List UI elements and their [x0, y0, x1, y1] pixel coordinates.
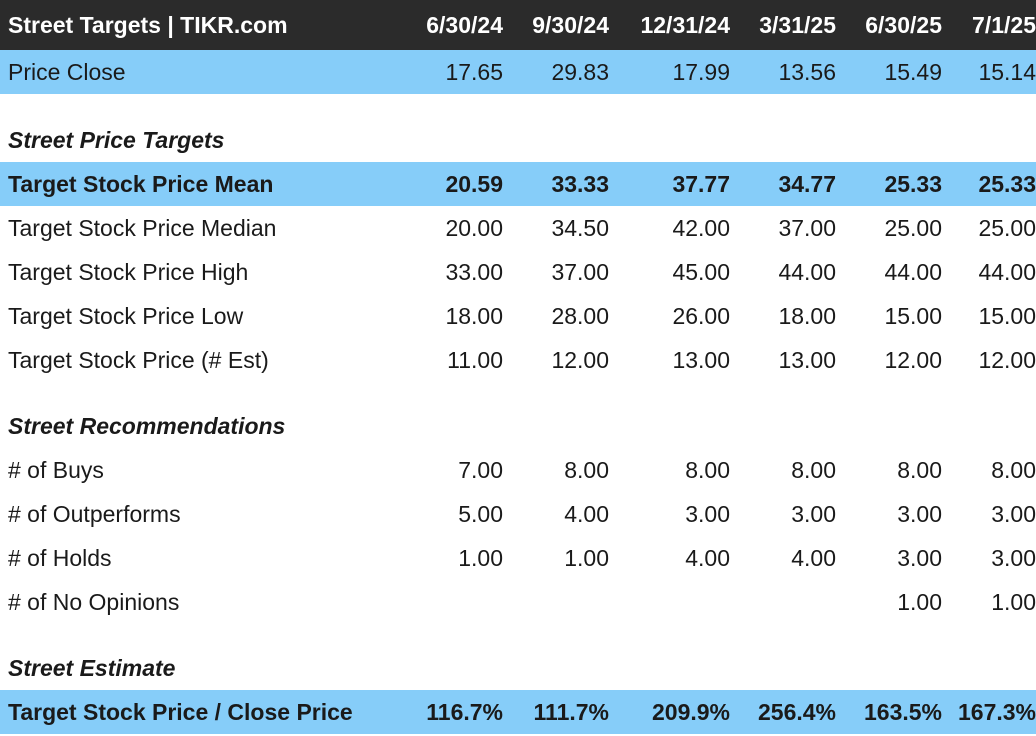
table-cell: 44.00: [884, 258, 942, 285]
row-label: # of No Opinions: [8, 588, 180, 615]
table-cell: 3.00: [791, 500, 836, 527]
table-cell: 8.00: [791, 456, 836, 483]
row-label: Price Close: [8, 58, 126, 85]
table-cell: 163.5%: [863, 698, 942, 725]
row-label: Target Stock Price Low: [8, 302, 244, 329]
table-cell: 167.3%: [957, 698, 1036, 725]
table-row: # of Buys 7.00 8.00 8.00 8.00 8.00 8.00: [0, 448, 1036, 492]
table-row: # of Holds 1.00 1.00 4.00 4.00 3.00 3.00: [0, 536, 1036, 580]
column-header-date: 6/30/24: [426, 11, 503, 38]
table-cell: 7.00: [458, 456, 503, 483]
table-cell: 25.00: [978, 214, 1036, 241]
table-cell: 13.56: [778, 58, 836, 85]
table-cell: 4.00: [791, 544, 836, 571]
section-heading-estimate: Street Estimate: [0, 624, 1036, 690]
table-cell: 44.00: [778, 258, 836, 285]
column-header-date: 6/30/25: [865, 11, 942, 38]
table-cell: 1.00: [564, 544, 609, 571]
row-label: Target Stock Price / Close Price: [8, 698, 353, 725]
table-row: # of No Opinions 1.00 1.00: [0, 580, 1036, 624]
table-cell: 17.99: [672, 58, 730, 85]
table-row: Target Stock Price Median 20.00 34.50 42…: [0, 206, 1036, 250]
table-cell: 5.00: [458, 500, 503, 527]
table-row: Target Stock Price (# Est) 11.00 12.00 1…: [0, 338, 1036, 382]
table-cell: 33.00: [445, 258, 503, 285]
table-cell: 1.00: [897, 588, 942, 615]
table-cell: 209.9%: [651, 698, 730, 725]
table-cell: 37.77: [672, 170, 730, 197]
table-title: Street Targets | TIKR.com: [8, 11, 288, 38]
table-cell: 17.65: [445, 58, 503, 85]
table-cell: 37.00: [551, 258, 609, 285]
column-header-date: 9/30/24: [532, 11, 609, 38]
table-cell: 4.00: [685, 544, 730, 571]
row-label: # of Buys: [8, 456, 104, 483]
table-cell: 15.00: [884, 302, 942, 329]
table-header-row: Street Targets | TIKR.com 6/30/24 9/30/2…: [0, 0, 1036, 50]
table-cell: 8.00: [897, 456, 942, 483]
table-cell: 13.00: [672, 346, 730, 373]
section-heading-targets: Street Price Targets: [0, 94, 1036, 162]
table-cell: 34.77: [778, 170, 836, 197]
table-cell: 3.00: [897, 500, 942, 527]
table-cell: 25.33: [884, 170, 942, 197]
table-cell: 4.00: [564, 500, 609, 527]
table-cell: 3.00: [897, 544, 942, 571]
table-cell: 18.00: [445, 302, 503, 329]
price-close-row: Price Close 17.65 29.83 17.99 13.56 15.4…: [0, 50, 1036, 94]
table-cell: 8.00: [685, 456, 730, 483]
table-cell: 116.7%: [426, 698, 503, 725]
table-cell: 34.50: [551, 214, 609, 241]
section-heading-recommendations: Street Recommendations: [0, 382, 1036, 448]
table-cell: 18.00: [778, 302, 836, 329]
row-label: Target Stock Price Median: [8, 214, 277, 241]
section-heading: Street Recommendations: [8, 413, 286, 439]
target-mean-row: Target Stock Price Mean 20.59 33.33 37.7…: [0, 162, 1036, 206]
estimate-row: Target Stock Price / Close Price 116.7% …: [0, 690, 1036, 734]
table-cell: 25.33: [978, 170, 1036, 197]
table-cell: 20.00: [445, 214, 503, 241]
row-label: # of Holds: [8, 544, 112, 571]
table-cell: 8.00: [564, 456, 609, 483]
table-cell: 15.00: [978, 302, 1036, 329]
table-cell: 1.00: [991, 588, 1036, 615]
table-row: # of Outperforms 5.00 4.00 3.00 3.00 3.0…: [0, 492, 1036, 536]
row-label: # of Outperforms: [8, 500, 181, 527]
table-cell: 3.00: [991, 500, 1036, 527]
table-cell: 15.49: [884, 58, 942, 85]
column-header-date: 7/1/25: [972, 11, 1036, 38]
table-cell: 12.00: [884, 346, 942, 373]
column-header-date: 12/31/24: [640, 11, 730, 38]
section-heading: Street Estimate: [8, 655, 176, 681]
table-cell: 111.7%: [533, 698, 609, 725]
table-cell: 3.00: [991, 544, 1036, 571]
table-cell: 29.83: [551, 58, 609, 85]
table-cell: 256.4%: [757, 698, 836, 725]
table-cell: 25.00: [884, 214, 942, 241]
table-cell: 15.14: [978, 58, 1036, 85]
table-cell: 44.00: [978, 258, 1036, 285]
table-cell: 11.00: [447, 346, 503, 373]
table-cell: 37.00: [778, 214, 836, 241]
table-row: Target Stock Price High 33.00 37.00 45.0…: [0, 250, 1036, 294]
table-cell: 33.33: [551, 170, 609, 197]
row-label: Target Stock Price (# Est): [8, 346, 269, 373]
table-cell: 28.00: [551, 302, 609, 329]
table-cell: 8.00: [991, 456, 1036, 483]
table-cell: 42.00: [672, 214, 730, 241]
row-label: Target Stock Price High: [8, 258, 249, 285]
section-heading: Street Price Targets: [8, 127, 225, 153]
column-header-date: 3/31/25: [759, 11, 836, 38]
table-cell: 45.00: [672, 258, 730, 285]
table-cell: 12.00: [551, 346, 609, 373]
table-cell: 26.00: [672, 302, 730, 329]
row-label: Target Stock Price Mean: [8, 170, 274, 197]
table-cell: 12.00: [978, 346, 1036, 373]
table-cell: 1.00: [458, 544, 503, 571]
table-cell: 20.59: [445, 170, 503, 197]
table-row: Target Stock Price Low 18.00 28.00 26.00…: [0, 294, 1036, 338]
table-cell: 13.00: [778, 346, 836, 373]
table-cell: 3.00: [685, 500, 730, 527]
